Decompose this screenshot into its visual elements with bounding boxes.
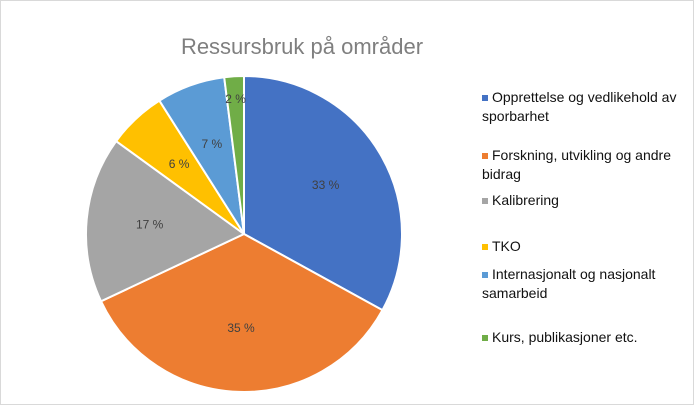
legend-marker — [482, 244, 488, 250]
legend-label: Opprettelse og vedlikehold av sporbarhet — [482, 89, 677, 124]
pie-slice — [85, 139, 246, 303]
legend-entry: Kurs, publikasjoner etc. — [482, 328, 687, 347]
legend-label: Forskning, utvikling og andre bidrag — [482, 147, 671, 182]
legend-marker — [482, 95, 488, 101]
legend-label: Internasjonalt og nasjonalt samarbeid — [482, 266, 656, 301]
pie-slice — [243, 74, 403, 312]
slice-label: 2 % — [225, 92, 246, 106]
legend-label: Kurs, publikasjoner etc. — [492, 329, 638, 345]
legend-marker — [482, 272, 488, 278]
legend-label: TKO — [492, 238, 521, 254]
chart-title: Ressursbruk på områder — [181, 34, 423, 59]
slice-label: 35 % — [227, 321, 255, 335]
slice-label: 7 % — [202, 137, 223, 151]
legend-entry: Kalibrering — [482, 191, 687, 210]
legend-entry: Opprettelse og vedlikehold av sporbarhet — [482, 88, 687, 126]
legend-entry: Internasjonalt og nasjonalt samarbeid — [482, 265, 687, 303]
pie-slice — [223, 74, 245, 235]
legend-label: Kalibrering — [492, 192, 559, 208]
legend-entry: TKO — [482, 237, 687, 256]
slice-label: 6 % — [169, 157, 190, 171]
legend-entry: Forskning, utvikling og andre bidrag — [482, 146, 687, 184]
pie-slice — [99, 232, 384, 393]
legend-marker — [482, 153, 488, 159]
legend-marker — [482, 198, 488, 204]
slice-label: 33 % — [312, 178, 340, 192]
legend-marker — [482, 335, 488, 341]
slice-label: 17 % — [136, 217, 164, 231]
